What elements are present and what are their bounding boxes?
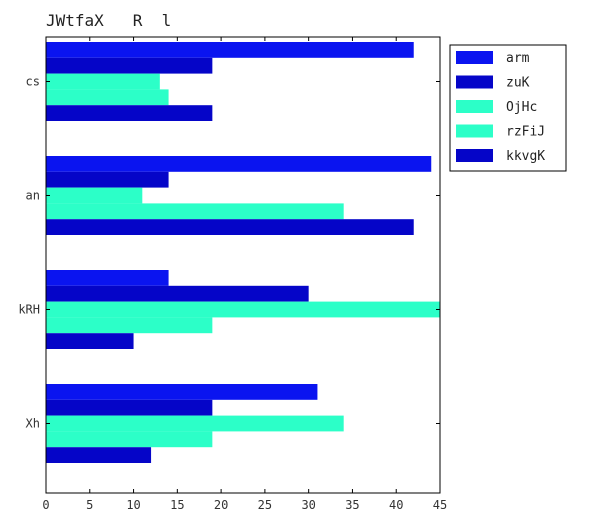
x-tick-label: 10 [126,498,140,512]
y-axis: cs an kRH Xh [18,75,440,431]
y-tick-label: Xh [26,417,40,431]
legend-swatch-arm [456,51,493,64]
legend-label-arm: arm [506,51,530,66]
x-tick-label: 45 [433,498,447,512]
x-tick-label: 15 [170,498,184,512]
bar-arm-kRH [46,270,169,286]
x-tick-label: 40 [389,498,403,512]
y-tick-label: an [26,189,40,203]
x-tick-label: 20 [214,498,228,512]
bar-arm-cs [46,42,414,58]
bar-OjHc-kRH [46,301,440,318]
y-tick-label: kRH [18,303,40,317]
bar-zuK-kRH [46,285,309,302]
bar-rzFiJ-Xh [46,431,213,448]
bar-rzFiJ-kRH [46,317,213,334]
bar-kkvgK-kRH [46,333,134,349]
x-tick-label: 5 [86,498,93,512]
legend-label-zuK: zuK [506,76,530,91]
y-tick-label: cs [26,75,40,89]
legend-swatch-kkvgK [456,149,493,162]
legend: arm zuK OjHc rzFiJ kkvgK [449,44,567,172]
legend-label-OjHc: OjHc [506,100,537,115]
bar-OjHc-cs [46,73,160,90]
x-axis: 0 5 10 15 20 25 30 35 40 45 [42,37,447,512]
bar-OjHc-Xh [46,415,344,432]
legend-label-kkvgK: kkvgK [506,149,545,164]
x-tick-label: 30 [301,498,315,512]
bar-zuK-an [46,171,169,188]
bar-arm-an [46,156,432,172]
bar-OjHc-an [46,187,143,204]
x-tick-label: 35 [345,498,359,512]
legend-label-rzFiJ: rzFiJ [506,125,545,140]
bar-rzFiJ-an [46,203,344,220]
x-tick-label: 25 [258,498,272,512]
bar-kkvgK-cs [46,105,213,121]
bar-zuK-Xh [46,399,213,416]
chart-title: JWtfaX R l [46,11,171,30]
bars-group [46,42,440,463]
legend-swatch-zuK [456,75,493,89]
plot-frame [45,36,441,494]
bar-kkvgK-Xh [46,447,152,463]
legend-swatch-rzFiJ [456,124,493,138]
bar-arm-Xh [46,384,318,400]
bar-zuK-cs [46,57,213,74]
bar-rzFiJ-cs [46,89,169,106]
bar-kkvgK-an [46,219,414,235]
x-tick-label: 0 [42,498,49,512]
legend-swatch-OjHc [456,100,493,113]
